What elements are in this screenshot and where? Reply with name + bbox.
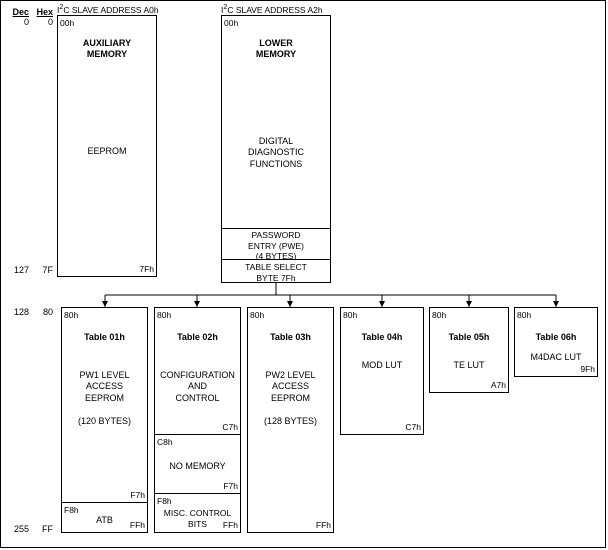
t3-body: PW2 LEVEL ACCESS EEPROM	[248, 370, 333, 404]
t5-title: Table 05h	[430, 332, 508, 343]
t2-addr-bot: FFh	[223, 520, 238, 530]
t1-count: (120 BYTES)	[62, 416, 147, 427]
t2-misc: F8h MISC. CONTROL BITS FFh	[154, 493, 241, 533]
t2-nm-start: C8h	[157, 437, 173, 447]
t1-title: Table 01h	[62, 332, 147, 343]
t1-mid-end: F7h	[130, 490, 145, 500]
t1-main: 80h Table 01h PW1 LEVEL ACCESS EEPROM (1…	[61, 307, 148, 503]
t3-title: Table 03h	[248, 332, 333, 343]
t2-nm-label: NO MEMORY	[155, 461, 240, 472]
t6-addr-top: 80h	[517, 310, 531, 320]
t2-body: CONFIGURATION AND CONTROL	[155, 370, 240, 404]
table-06h: 80h Table 06h M4DAC LUT 9Fh	[514, 307, 598, 377]
t6-addr-bot: 9Fh	[580, 364, 595, 374]
t2-title: Table 02h	[155, 332, 240, 343]
table-04h: 80h Table 04h MOD LUT C7h	[340, 307, 424, 435]
table-05h: 80h Table 05h TE LUT A7h	[429, 307, 509, 393]
t4-addr-bot: C7h	[405, 422, 421, 432]
t2-mc-start: F8h	[157, 496, 172, 506]
t4-addr-top: 80h	[343, 310, 357, 320]
t5-addr-top: 80h	[432, 310, 446, 320]
t1-atb-start: F8h	[64, 505, 79, 515]
t3-addr-top: 80h	[250, 310, 264, 320]
t2-main: 80h Table 02h CONFIGURATION AND CONTROL …	[154, 307, 241, 435]
t1-atb: F8h ATB FFh	[61, 502, 148, 533]
t2-addr-top: 80h	[157, 310, 171, 320]
t6-body: M4DAC LUT	[515, 352, 597, 363]
t2-nomem: C8h NO MEMORY F7h	[154, 434, 241, 494]
t5-body: TE LUT	[430, 360, 508, 371]
t6-title: Table 06h	[515, 332, 597, 343]
t5-addr-bot: A7h	[491, 380, 506, 390]
t2-nm-end: F7h	[223, 481, 238, 491]
t4-body: MOD LUT	[341, 360, 423, 371]
t1-addr-bot: FFh	[130, 520, 145, 530]
t3-count: (128 BYTES)	[248, 416, 333, 427]
table-03h: 80h Table 03h PW2 LEVEL ACCESS EEPROM (1…	[247, 307, 334, 533]
t1-body: PW1 LEVEL ACCESS EEPROM	[62, 370, 147, 404]
t4-title: Table 04h	[341, 332, 423, 343]
t1-addr-top: 80h	[64, 310, 78, 320]
t2-mid-end: C7h	[222, 422, 238, 432]
t3-addr-bot: FFh	[316, 520, 331, 530]
